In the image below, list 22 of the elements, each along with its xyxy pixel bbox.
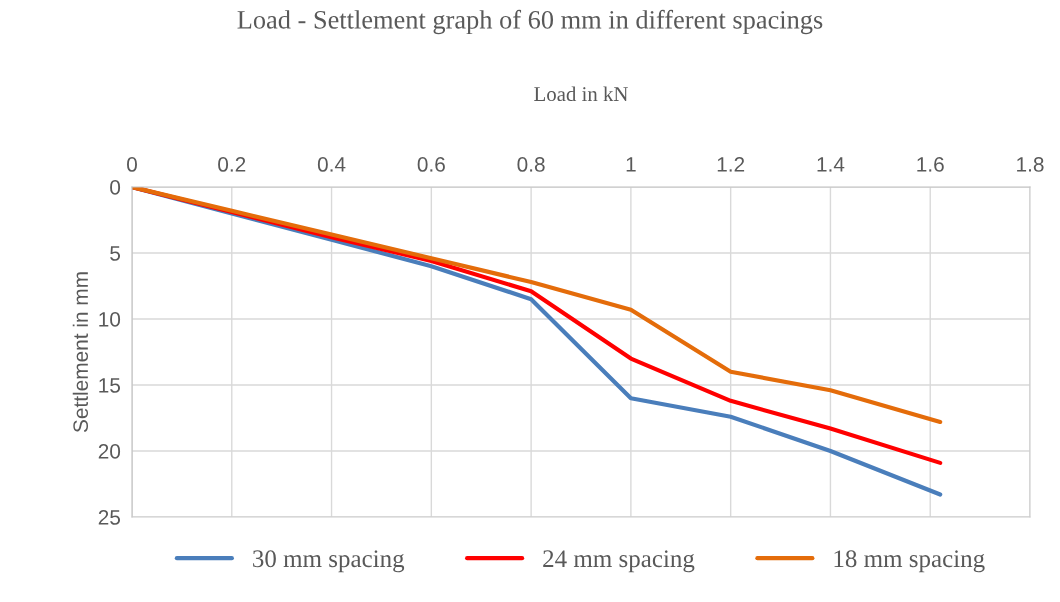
x-tick-label: 1.8 [1017,157,1044,172]
x-tick-label: 1 [626,157,636,172]
y-tick-label: 10 [99,312,121,327]
x-tick-label: 1.6 [917,157,944,172]
y-tick-label: 5 [110,246,121,261]
x-axis-title: Load in kN [534,86,628,102]
x-tick-label: 1.2 [717,157,745,172]
x-tick-label: 0.8 [517,157,545,172]
legend-label: 18 mm spacing [834,550,985,573]
x-tick-label: 0.6 [417,157,445,172]
y-tick-label: 15 [99,378,121,393]
chart-title: Load - Settlement graph of 60 mm in different spacings [237,9,823,35]
x-tick-label: 0.2 [218,157,246,172]
x-tick-label: 0 [127,157,137,172]
x-tick-label: 0.4 [317,157,346,172]
legend-label: 24 mm spacing [543,550,695,573]
legend-label: 30 mm spacing [253,550,405,573]
x-tick-label: 1.4 [817,157,845,172]
y-tick-label: 0 [110,180,121,195]
y-tick-label: 25 [98,510,121,525]
y-tick-label: 20 [98,444,121,459]
y-axis-title: Settlement in mm [72,272,89,433]
